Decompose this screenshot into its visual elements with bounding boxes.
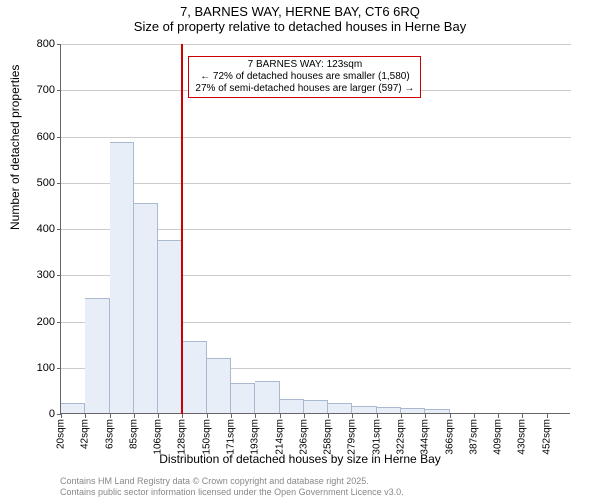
x-tick-label: 42sqm — [80, 419, 91, 449]
x-tick-label: 20sqm — [56, 419, 67, 449]
y-tick-label: 700 — [23, 84, 61, 96]
x-tick-mark — [401, 414, 402, 418]
x-tick-mark — [110, 414, 111, 418]
x-tick-mark — [158, 414, 159, 418]
x-tick-mark — [182, 414, 183, 418]
histogram-bar — [255, 381, 279, 413]
y-tick-label: 600 — [23, 131, 61, 143]
histogram-bar — [61, 403, 85, 413]
property-marker-line — [181, 44, 183, 414]
x-tick-label: 258sqm — [323, 419, 334, 455]
x-tick-label: 452sqm — [541, 419, 552, 455]
x-tick-label: 344sqm — [420, 419, 431, 455]
x-tick-mark — [450, 414, 451, 418]
histogram-bar — [328, 403, 352, 413]
x-tick-mark — [328, 414, 329, 418]
footer-attribution: Contains HM Land Registry data © Crown c… — [60, 476, 404, 498]
footer-line-1: Contains HM Land Registry data © Crown c… — [60, 476, 404, 487]
x-tick-label: 279sqm — [347, 419, 358, 455]
x-tick-mark — [547, 414, 548, 418]
annotation-box: 7 BARNES WAY: 123sqm← 72% of detached ho… — [188, 56, 421, 98]
x-tick-label: 150sqm — [201, 419, 212, 455]
histogram-bar — [280, 399, 304, 413]
x-tick-label: 430sqm — [517, 419, 528, 455]
x-tick-mark — [377, 414, 378, 418]
x-tick-mark — [134, 414, 135, 418]
y-axis-label: Number of detached properties — [8, 65, 22, 230]
y-tick-label: 100 — [23, 362, 61, 374]
x-tick-label: 301sqm — [371, 419, 382, 455]
x-tick-mark — [352, 414, 353, 418]
x-tick-label: 366sqm — [444, 419, 455, 455]
x-tick-mark — [280, 414, 281, 418]
x-tick-mark — [522, 414, 523, 418]
y-tick-label: 300 — [23, 269, 61, 281]
x-tick-mark — [498, 414, 499, 418]
title-line-2: Size of property relative to detached ho… — [0, 19, 600, 34]
annotation-line-3: 27% of semi-detached houses are larger (… — [195, 83, 414, 95]
histogram-bar — [304, 400, 328, 413]
y-tick-label: 500 — [23, 177, 61, 189]
histogram-bar — [182, 341, 206, 413]
histogram-bar — [85, 298, 109, 413]
histogram-bar — [134, 203, 158, 413]
x-tick-mark — [304, 414, 305, 418]
x-tick-mark — [231, 414, 232, 418]
chart-area: 010020030040050060070080020sqm42sqm63sqm… — [60, 44, 570, 414]
x-tick-label: 193sqm — [250, 419, 261, 455]
x-tick-mark — [474, 414, 475, 418]
x-tick-mark — [207, 414, 208, 418]
y-tick-label: 200 — [23, 316, 61, 328]
x-tick-label: 128sqm — [177, 419, 188, 455]
histogram-bar — [207, 358, 231, 414]
x-tick-mark — [85, 414, 86, 418]
x-tick-label: 236sqm — [298, 419, 309, 455]
title-line-1: 7, BARNES WAY, HERNE BAY, CT6 6RQ — [0, 4, 600, 19]
x-tick-label: 171sqm — [226, 419, 237, 455]
histogram-bar — [352, 406, 376, 413]
gridline — [61, 183, 571, 184]
histogram-bar — [158, 240, 182, 413]
y-tick-label: 400 — [23, 223, 61, 235]
histogram-bar — [231, 383, 255, 413]
y-tick-label: 800 — [23, 38, 61, 50]
chart-title: 7, BARNES WAY, HERNE BAY, CT6 6RQ Size o… — [0, 0, 600, 34]
gridline — [61, 137, 571, 138]
plot-region: 010020030040050060070080020sqm42sqm63sqm… — [60, 44, 570, 414]
x-tick-label: 322sqm — [396, 419, 407, 455]
x-axis-label: Distribution of detached houses by size … — [0, 452, 600, 466]
annotation-line-2: ← 72% of detached houses are smaller (1,… — [195, 71, 414, 83]
x-tick-mark — [61, 414, 62, 418]
x-tick-label: 106sqm — [153, 419, 164, 455]
x-tick-mark — [255, 414, 256, 418]
histogram-bar — [401, 408, 425, 413]
histogram-bar — [110, 142, 134, 413]
x-tick-label: 63sqm — [104, 419, 115, 449]
x-tick-label: 85sqm — [128, 419, 139, 449]
annotation-line-1: 7 BARNES WAY: 123sqm — [195, 59, 414, 71]
histogram-bar — [425, 409, 449, 413]
x-tick-mark — [425, 414, 426, 418]
x-tick-label: 409sqm — [493, 419, 504, 455]
x-tick-label: 387sqm — [468, 419, 479, 455]
gridline — [61, 44, 571, 45]
x-tick-label: 214sqm — [274, 419, 285, 455]
histogram-bar — [377, 407, 401, 413]
footer-line-2: Contains public sector information licen… — [60, 487, 404, 498]
